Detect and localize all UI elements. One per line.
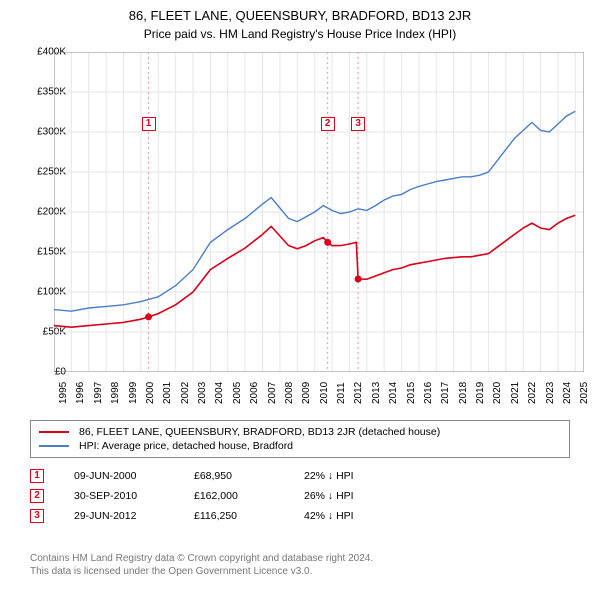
x-tick-label: 1998 xyxy=(110,382,121,404)
x-tick-label: 2011 xyxy=(336,382,347,404)
transaction-row: 2 30-SEP-2010 £162,000 26% ↓ HPI xyxy=(30,486,570,506)
chart-container: 86, FLEET LANE, QUEENSBURY, BRADFORD, BD… xyxy=(0,0,600,590)
x-tick-label: 2022 xyxy=(527,382,538,404)
x-tick-label: 2006 xyxy=(249,382,260,404)
x-tick-label: 1997 xyxy=(93,382,104,404)
legend-row: 86, FLEET LANE, QUEENSBURY, BRADFORD, BD… xyxy=(39,425,561,439)
x-tick-label: 1996 xyxy=(75,382,86,404)
transaction-date: 09-JUN-2000 xyxy=(74,470,164,482)
footer-line2: This data is licensed under the Open Gov… xyxy=(30,565,570,578)
x-tick-label: 2008 xyxy=(284,382,295,404)
transaction-date: 29-JUN-2012 xyxy=(74,510,164,522)
marker-box: 1 xyxy=(142,117,156,131)
x-tick-label: 1995 xyxy=(58,382,69,404)
transaction-price: £162,000 xyxy=(194,490,274,502)
x-tick-label: 2010 xyxy=(319,382,330,404)
transaction-row: 3 29-JUN-2012 £116,250 42% ↓ HPI xyxy=(30,506,570,526)
transaction-marker: 1 xyxy=(30,469,44,483)
legend-label: 86, FLEET LANE, QUEENSBURY, BRADFORD, BD… xyxy=(79,426,440,438)
x-tick-label: 2025 xyxy=(579,382,590,404)
x-tick-label: 2000 xyxy=(145,382,156,404)
x-tick-label: 2018 xyxy=(458,382,469,404)
footer: Contains HM Land Registry data © Crown c… xyxy=(30,552,570,578)
x-tick-label: 2023 xyxy=(545,382,556,404)
x-tick-label: 2013 xyxy=(371,382,382,404)
chart-plot-area xyxy=(54,52,584,372)
legend-swatch xyxy=(39,431,69,433)
x-tick-label: 2017 xyxy=(440,382,451,404)
transaction-diff: 26% ↓ HPI xyxy=(304,490,404,502)
footer-line1: Contains HM Land Registry data © Crown c… xyxy=(30,552,570,565)
transactions-table: 1 09-JUN-2000 £68,950 22% ↓ HPI 2 30-SEP-2010… xyxy=(30,466,570,526)
transaction-marker: 3 xyxy=(30,509,44,523)
x-tick-label: 2016 xyxy=(423,382,434,404)
x-tick-label: 2009 xyxy=(301,382,312,404)
chart-svg xyxy=(54,52,584,372)
legend: 86, FLEET LANE, QUEENSBURY, BRADFORD, BD… xyxy=(30,420,570,458)
x-tick-label: 2020 xyxy=(492,382,503,404)
legend-row: HPI: Average price, detached house, Brad… xyxy=(39,439,561,453)
x-tick-label: 2015 xyxy=(406,382,417,404)
chart-subtitle: Price paid vs. HM Land Registry's House … xyxy=(0,23,600,41)
marker-box: 2 xyxy=(321,117,335,131)
legend-label: HPI: Average price, detached house, Brad… xyxy=(79,440,293,452)
legend-swatch xyxy=(39,445,69,447)
transaction-price: £68,950 xyxy=(194,470,274,482)
x-tick-label: 2024 xyxy=(562,382,573,404)
x-tick-label: 2005 xyxy=(232,382,243,404)
x-tick-label: 2014 xyxy=(388,382,399,404)
x-tick-label: 2012 xyxy=(353,382,364,404)
x-tick-label: 2001 xyxy=(162,382,173,404)
transaction-price: £116,250 xyxy=(194,510,274,522)
x-tick-label: 2019 xyxy=(475,382,486,404)
x-tick-label: 2004 xyxy=(214,382,225,404)
transaction-marker: 2 xyxy=(30,489,44,503)
x-tick-label: 2021 xyxy=(510,382,521,404)
x-tick-label: 2003 xyxy=(197,382,208,404)
x-tick-label: 2002 xyxy=(180,382,191,404)
transaction-date: 30-SEP-2010 xyxy=(74,490,164,502)
marker-box: 3 xyxy=(351,117,365,131)
x-tick-label: 2007 xyxy=(267,382,278,404)
transaction-diff: 22% ↓ HPI xyxy=(304,470,404,482)
chart-title: 86, FLEET LANE, QUEENSBURY, BRADFORD, BD… xyxy=(0,0,600,23)
transaction-diff: 42% ↓ HPI xyxy=(304,510,404,522)
transaction-row: 1 09-JUN-2000 £68,950 22% ↓ HPI xyxy=(30,466,570,486)
x-tick-label: 1999 xyxy=(128,382,139,404)
